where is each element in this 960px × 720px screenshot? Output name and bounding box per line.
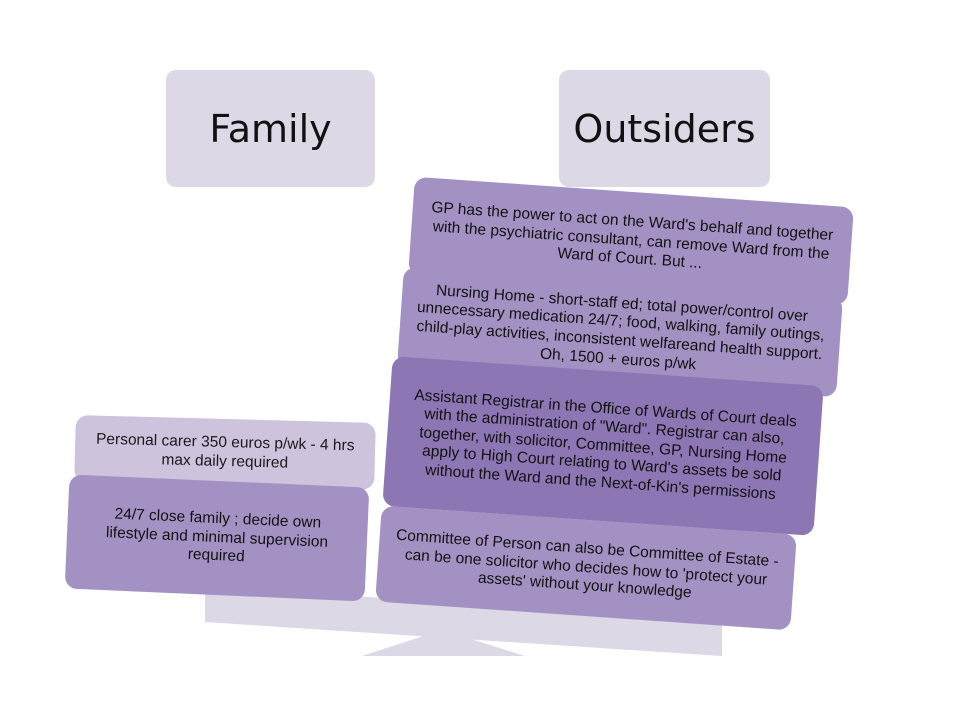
outsiders-header-label: Outsiders	[573, 106, 756, 151]
family-card-text: 24/7 close family ; decide own lifestyle…	[105, 505, 329, 566]
outsider-card-text: Committee of Person can also be Committe…	[395, 526, 780, 602]
seesaw-fulcrum	[362, 630, 525, 656]
family-header: Family	[166, 70, 375, 187]
family-card-text: Personal carer 350 euros p/wk - 4 hrs ma…	[95, 430, 355, 472]
outsider-card-text: Assistant Registrar in the Office of War…	[413, 386, 798, 504]
family-header-label: Family	[209, 106, 332, 151]
outsider-card-assistant-registrar: Assistant Registrar in the Office of War…	[382, 356, 824, 536]
family-card-close-family: 24/7 close family ; decide own lifestyle…	[64, 474, 370, 602]
outsiders-header: Outsiders	[559, 70, 770, 187]
outsider-card-text: GP has the power to act on the Ward's be…	[430, 199, 834, 273]
